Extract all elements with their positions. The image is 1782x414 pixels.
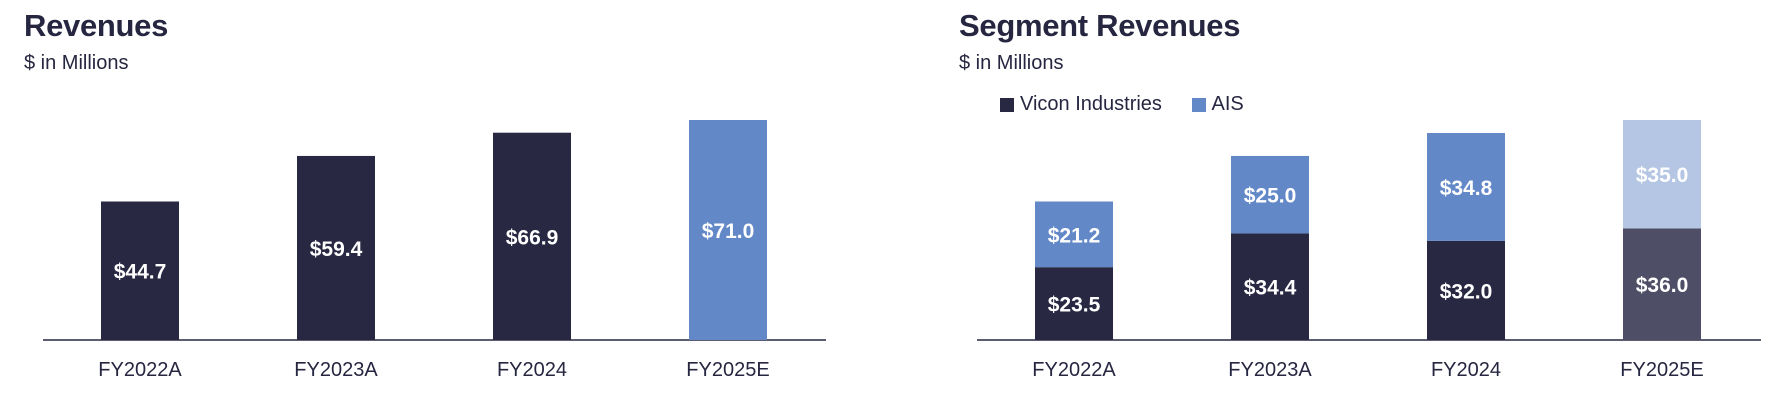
- legend-label: Vicon Industries: [1020, 93, 1162, 115]
- bar-segment-vicon: [1035, 267, 1113, 340]
- x-tick-label: FY2023A: [1228, 359, 1312, 381]
- bar-segment-ais: [1231, 155, 1309, 234]
- data-label: $36.0: [1636, 274, 1689, 297]
- bar: [297, 155, 375, 340]
- bar-segment-vicon: [1623, 228, 1701, 340]
- x-tick-label: FY2025E: [1620, 359, 1703, 381]
- legend-item-vicon: Vicon Industries: [1000, 93, 1162, 116]
- bar-segment-ais: [1035, 201, 1113, 268]
- chart-subtitle: $ in Millions: [959, 52, 1064, 74]
- data-label: $59.4: [310, 238, 363, 261]
- data-label: $25.0: [1244, 185, 1297, 208]
- data-label: $44.7: [114, 261, 167, 284]
- x-tick-label: FY2023A: [294, 359, 378, 381]
- data-label: $71.0: [702, 220, 755, 243]
- legend-label: AIS: [1211, 93, 1244, 115]
- bar-segment-vicon: [1427, 240, 1505, 340]
- bar: [493, 132, 571, 340]
- revenues-panel: Revenues $ in Millions $44.7 FY2022A $59.4…: [0, 0, 850, 414]
- x-tick-label: FY2025E: [686, 359, 769, 381]
- data-label: $21.2: [1048, 224, 1101, 247]
- legend-swatch: [1000, 97, 1014, 112]
- bar-segment-ais: [1623, 120, 1701, 229]
- bar-segment-ais: [1427, 133, 1505, 241]
- data-label: $32.0: [1440, 280, 1493, 303]
- legend: Vicon Industries AIS: [1000, 93, 1268, 118]
- data-label: $66.9: [506, 226, 559, 249]
- legend-item-ais: AIS: [1191, 93, 1244, 116]
- data-label: $35.0: [1636, 164, 1689, 187]
- chart-subtitle: $ in Millions: [24, 52, 129, 74]
- data-label: $23.5: [1048, 294, 1101, 317]
- segment-revenues-chart: $23.5 $21.2 FY2022A $34.4 $25.0 FY2023A $32.0 $…: [977, 120, 1761, 381]
- revenues-chart: $44.7 FY2022A $59.4 FY2023A $66.9 FY2024 $71.0…: [43, 120, 826, 381]
- data-label: $34.8: [1440, 177, 1493, 200]
- bar-segment-vicon: [1231, 233, 1309, 340]
- x-tick-label: FY2022A: [98, 359, 182, 381]
- x-tick-label: FY2024: [1431, 359, 1501, 381]
- chart-title: Revenues: [24, 8, 169, 43]
- segment-revenues-panel: Segment Revenues $ in Millions Vicon Ind…: [935, 0, 1782, 414]
- bar: [689, 120, 767, 340]
- chart-title: Segment Revenues: [959, 8, 1241, 43]
- legend-swatch: [1191, 97, 1206, 112]
- data-label: $34.4: [1244, 277, 1297, 300]
- bar: [101, 201, 179, 340]
- x-tick-label: FY2024: [497, 359, 567, 381]
- x-tick-label: FY2022A: [1032, 359, 1116, 381]
